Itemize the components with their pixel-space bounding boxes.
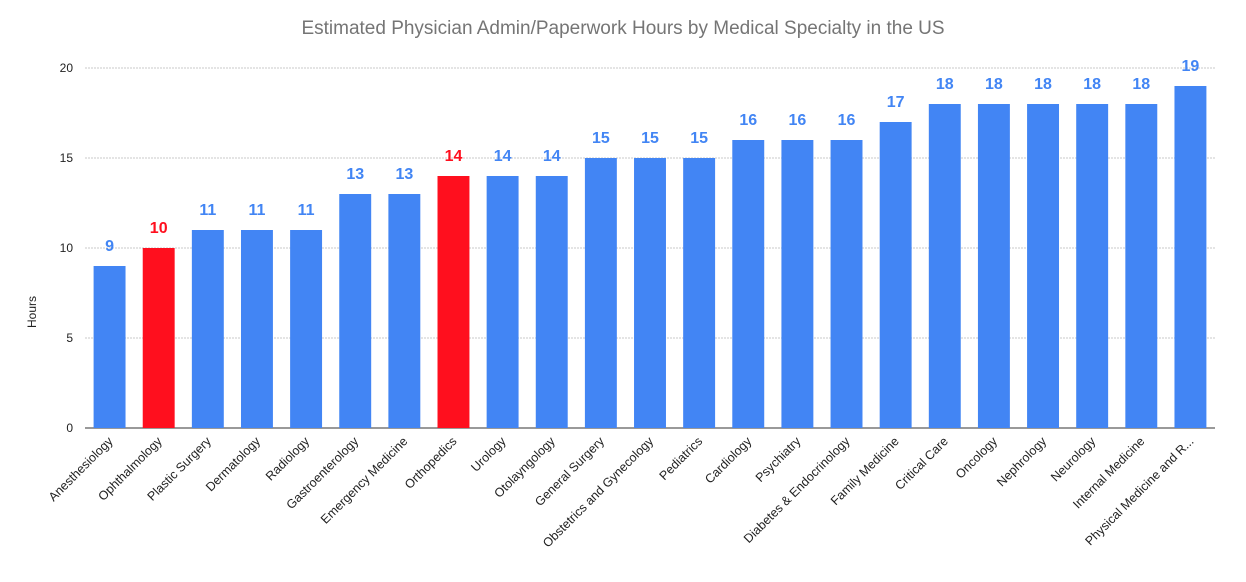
category-label: Psychiatry	[753, 434, 804, 485]
value-label: 19	[1182, 58, 1200, 75]
category-label: Urology	[468, 434, 509, 475]
value-label: 18	[1034, 76, 1052, 93]
bar-critical-care	[928, 104, 961, 428]
bar-cardiology	[732, 140, 765, 428]
category-label: Critical Care	[892, 434, 951, 493]
value-label: 16	[788, 112, 806, 129]
bar-family-medicine	[879, 122, 912, 428]
y-axis-ticks: 0 5 10 15 20	[60, 61, 74, 435]
value-label: 14	[543, 148, 561, 165]
bar-gastroenterology	[339, 194, 372, 428]
y-tick-label: 15	[60, 151, 74, 165]
value-label: 15	[690, 130, 708, 147]
bar-neurology	[1076, 104, 1109, 428]
value-label: 18	[1132, 76, 1150, 93]
bar-obstetrics-and-gynecology	[634, 158, 666, 428]
y-tick-label: 0	[66, 421, 73, 435]
chart-title: Estimated Physician Admin/Paperwork Hour…	[301, 18, 945, 39]
bar-physical-medicine-and-r	[1174, 86, 1207, 428]
bar-diabetes-endocrinology	[830, 140, 863, 428]
category-label: Pediatrics	[657, 434, 706, 483]
value-label: 14	[494, 148, 512, 165]
value-label: 18	[936, 76, 954, 93]
value-label: 17	[887, 94, 905, 111]
bar-emergency-medicine	[388, 194, 421, 428]
value-label: 16	[838, 112, 856, 129]
value-label: 15	[592, 130, 610, 147]
value-label: 11	[298, 202, 315, 219]
bar-internal-medicine	[1125, 104, 1158, 428]
value-labels: 9 10 11 11 11 13 13 14 14 14 15 15 15 16 16 16 17 18 18 18 1…	[105, 58, 1199, 255]
value-label: 16	[739, 112, 757, 129]
category-label: Neurology	[1048, 434, 1099, 485]
value-label: 10	[150, 220, 168, 237]
bar-plastic-surgery	[191, 230, 224, 428]
value-label: 11	[248, 202, 265, 219]
bar-otolayngology	[535, 176, 568, 428]
bars	[93, 86, 1207, 428]
category-label: Emergency Medicine	[318, 434, 410, 526]
value-label: 15	[641, 130, 659, 147]
category-label: Oncology	[953, 434, 1001, 482]
y-tick-label: 20	[60, 61, 74, 75]
bar-general-surgery	[584, 158, 617, 428]
bar-nephrology	[1027, 104, 1060, 428]
y-tick-label: 5	[66, 331, 73, 345]
bar-orthopedics	[437, 176, 470, 428]
y-tick-label: 10	[60, 241, 74, 255]
bar-radiology	[290, 230, 323, 428]
bar-psychiatry	[781, 140, 814, 428]
bar-anesthesiology	[93, 266, 126, 428]
category-label: Nephrology	[994, 434, 1050, 490]
category-label: Cardiology	[702, 434, 755, 487]
bar-ophthalmology	[142, 248, 175, 428]
value-label: 18	[985, 76, 1003, 93]
value-label: 18	[1083, 76, 1101, 93]
bar-pediatrics	[683, 158, 716, 428]
bar-oncology	[977, 104, 1010, 428]
value-label: 13	[395, 166, 413, 183]
bar-urology	[486, 176, 519, 428]
category-label: Radiology	[263, 434, 313, 484]
bar-dermatology	[240, 230, 273, 428]
category-label: Orthopedics	[402, 434, 460, 492]
y-axis-label: Hours	[25, 296, 39, 328]
value-label: 11	[199, 202, 216, 219]
value-label: 13	[346, 166, 364, 183]
value-label: 14	[445, 148, 463, 165]
value-label: 9	[105, 238, 114, 255]
